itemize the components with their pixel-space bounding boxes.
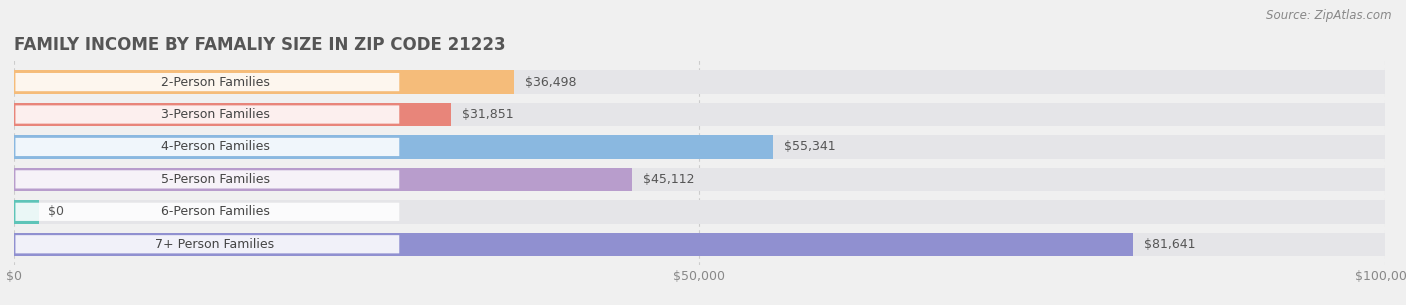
FancyBboxPatch shape <box>15 73 399 91</box>
Text: $81,641: $81,641 <box>1144 238 1195 251</box>
Text: 2-Person Families: 2-Person Families <box>160 76 270 88</box>
Text: 7+ Person Families: 7+ Person Families <box>156 238 274 251</box>
Text: $36,498: $36,498 <box>526 76 576 88</box>
FancyBboxPatch shape <box>15 138 399 156</box>
Text: $45,112: $45,112 <box>644 173 695 186</box>
Text: 6-Person Families: 6-Person Families <box>160 205 270 218</box>
Bar <box>14 168 1385 191</box>
Bar <box>14 200 39 224</box>
Bar <box>14 135 773 159</box>
Text: Source: ZipAtlas.com: Source: ZipAtlas.com <box>1267 9 1392 22</box>
Bar <box>14 70 515 94</box>
Bar <box>14 70 1385 94</box>
Bar <box>14 103 1385 126</box>
FancyBboxPatch shape <box>15 106 399 124</box>
Bar <box>14 233 1385 256</box>
Bar <box>14 135 1385 159</box>
Text: $0: $0 <box>48 205 65 218</box>
Bar <box>14 233 1133 256</box>
Text: 4-Person Families: 4-Person Families <box>160 141 270 153</box>
Text: 5-Person Families: 5-Person Families <box>160 173 270 186</box>
Text: FAMILY INCOME BY FAMALIY SIZE IN ZIP CODE 21223: FAMILY INCOME BY FAMALIY SIZE IN ZIP COD… <box>14 36 506 54</box>
FancyBboxPatch shape <box>15 170 399 188</box>
FancyBboxPatch shape <box>15 235 399 253</box>
Text: $55,341: $55,341 <box>783 141 835 153</box>
FancyBboxPatch shape <box>15 203 399 221</box>
Text: $31,851: $31,851 <box>461 108 513 121</box>
Bar <box>14 103 451 126</box>
Bar <box>14 200 1385 224</box>
Bar <box>14 168 633 191</box>
Text: 3-Person Families: 3-Person Families <box>160 108 270 121</box>
